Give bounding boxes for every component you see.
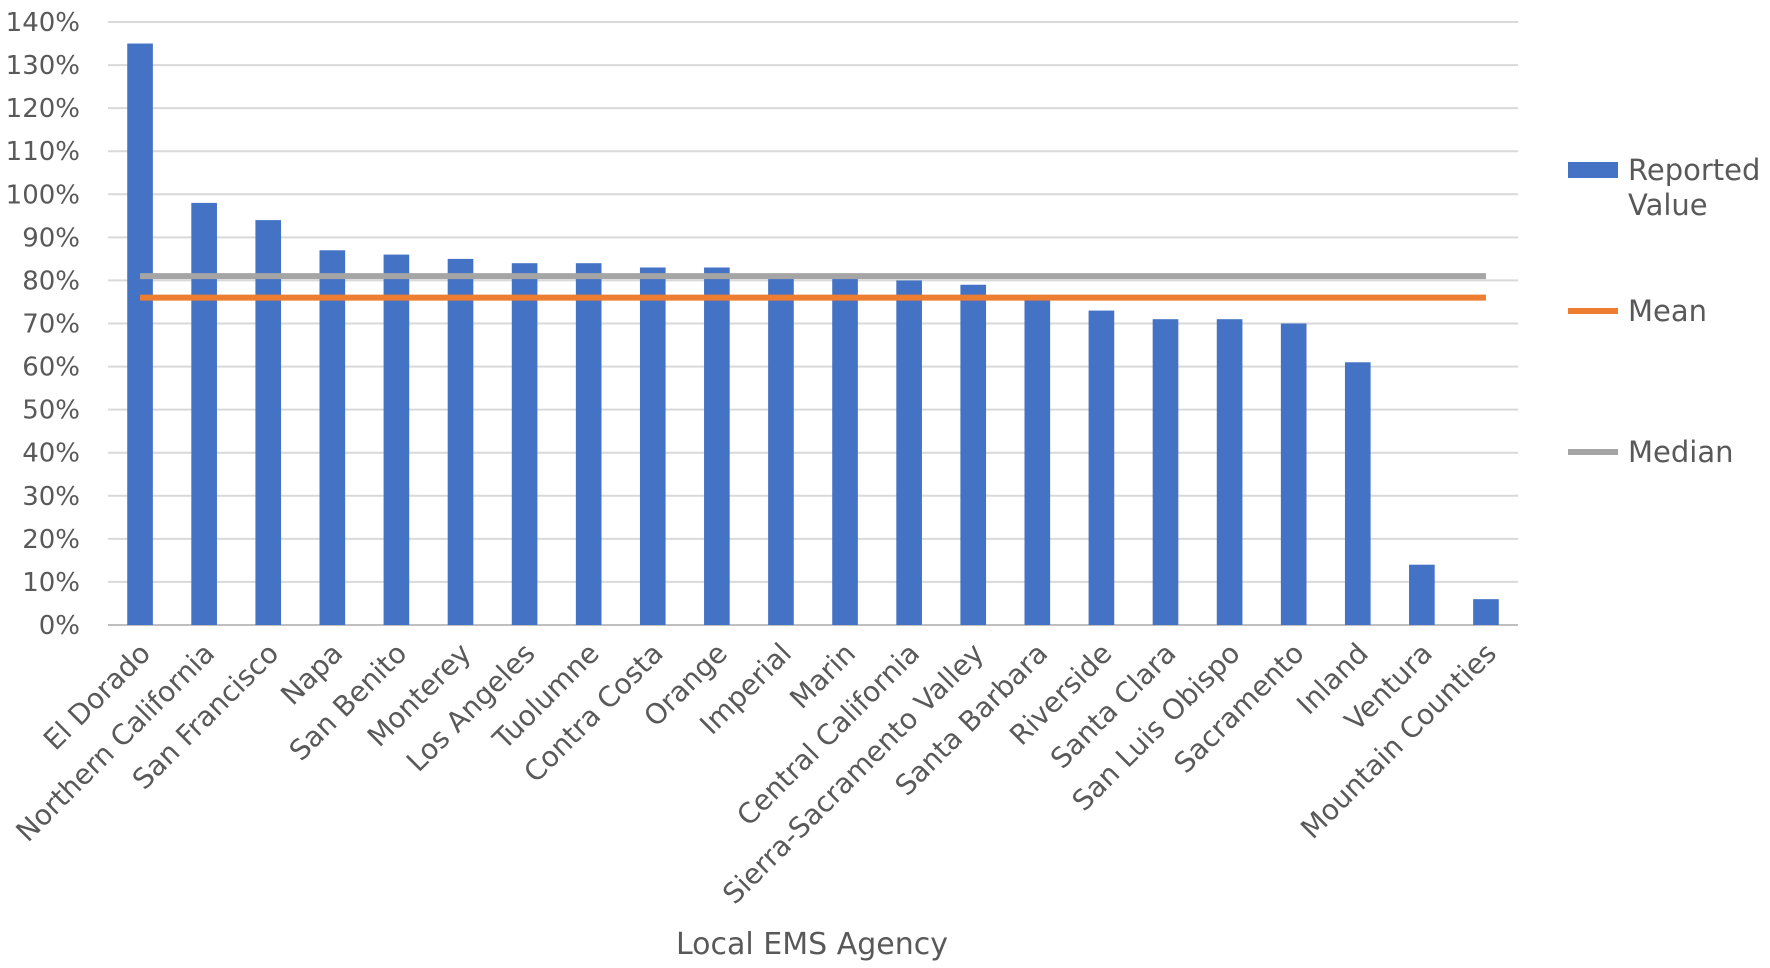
y-tick-label: 50% [22, 396, 80, 426]
y-tick-label: 110% [6, 137, 80, 167]
y-tick-label: 120% [6, 94, 80, 124]
bar [191, 202, 217, 625]
y-tick-label: 30% [22, 482, 80, 512]
bar [768, 276, 794, 625]
bar [127, 43, 153, 626]
bar [896, 280, 922, 625]
legend: Reported Value Mean Median [1568, 153, 1760, 469]
y-axis-tick-labels: 0% 10% 20% 30% 40% 50% 60% 70% 80% 90% 100% 110% 120… [6, 8, 80, 641]
legend-swatch-bar [1568, 162, 1618, 178]
y-tick-label: 40% [22, 439, 80, 469]
y-tick-label: 90% [22, 223, 80, 253]
legend-label: Reported Value [1628, 153, 1760, 222]
bar [1344, 362, 1371, 625]
bar [639, 267, 666, 625]
x-axis-title: Local EMS Agency [676, 927, 948, 962]
bar [1152, 319, 1179, 625]
y-tick-label: 20% [22, 525, 80, 555]
bar [575, 263, 602, 625]
bar [960, 284, 987, 625]
bar [511, 263, 538, 625]
y-tick-label: 70% [22, 310, 80, 340]
bar [1280, 323, 1307, 625]
bar [1024, 297, 1051, 625]
bar [1088, 310, 1115, 625]
y-tick-label: 140% [6, 8, 80, 38]
y-tick-label: 60% [22, 353, 80, 383]
reference-lines [140, 273, 1486, 301]
y-tick-label: 10% [22, 568, 80, 598]
y-tick-label: 130% [6, 51, 80, 81]
bar [704, 267, 730, 625]
legend-label: Mean [1628, 294, 1707, 328]
bar [1216, 319, 1243, 625]
bar [255, 220, 282, 625]
y-tick-label: 80% [22, 266, 80, 296]
bars [127, 43, 1499, 626]
bar [383, 254, 410, 626]
y-tick-label: 0% [39, 611, 80, 641]
bar [1473, 599, 1499, 625]
bar [319, 250, 346, 625]
bar [832, 276, 858, 625]
y-tick-label: 100% [6, 180, 80, 210]
bar [447, 258, 474, 625]
bar [1409, 564, 1435, 625]
legend-label: Median [1628, 435, 1733, 469]
